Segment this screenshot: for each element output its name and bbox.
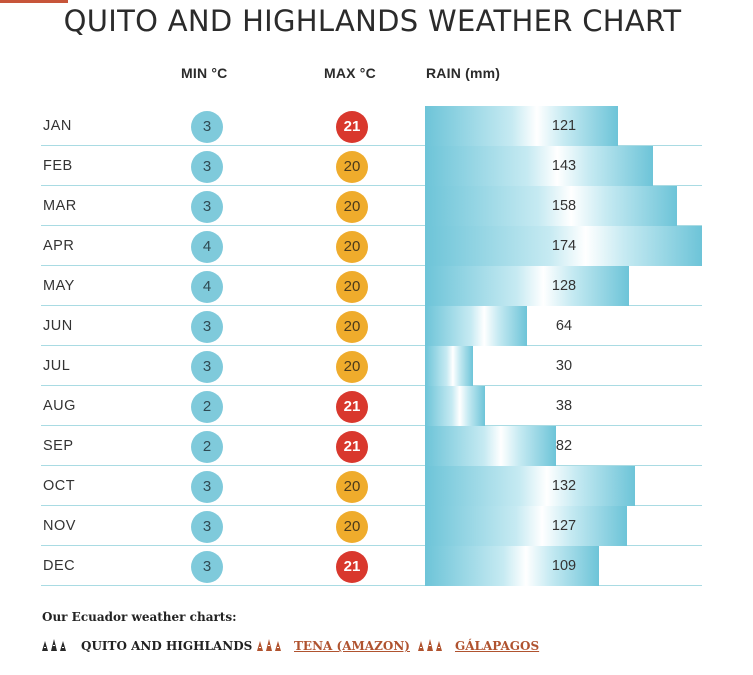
max-temp-badge: 21	[336, 111, 368, 143]
rain-bar	[425, 106, 618, 146]
table-row: OCT 3 20 132	[41, 466, 702, 506]
min-temp-badge: 3	[191, 111, 223, 143]
max-temp-badge: 21	[336, 391, 368, 423]
max-temp-badge: 20	[336, 231, 368, 263]
max-temp-badge: 20	[336, 311, 368, 343]
max-temp-badge: 20	[336, 271, 368, 303]
link-galapagos[interactable]: GÁLAPAGOS	[455, 639, 540, 653]
table-row: JUN 3 20 64	[41, 306, 702, 346]
mountain-icon	[418, 639, 442, 651]
min-temp-badge: 3	[191, 471, 223, 503]
max-temp-badge: 20	[336, 471, 368, 503]
link-quito[interactable]: QUITO AND HIGHLANDS	[81, 639, 253, 653]
table-row: AUG 2 21 38	[41, 386, 702, 426]
table-row: NOV 3 20 127	[41, 506, 702, 546]
link-tena[interactable]: TENA (AMAZON)	[294, 639, 410, 653]
month-label: OCT	[43, 478, 76, 494]
page-title: QUITO AND HIGHLANDS WEATHER CHART	[63, 4, 682, 38]
header-max: MAX °C	[324, 65, 376, 81]
rain-bar	[425, 266, 629, 306]
min-temp-badge: 3	[191, 351, 223, 383]
min-temp-badge: 3	[191, 311, 223, 343]
table-row: MAR 3 20 158	[41, 186, 702, 226]
table-row: JAN 3 21 121	[41, 106, 702, 146]
rain-value: 127	[551, 518, 577, 534]
table-row: SEP 2 21 82	[41, 426, 702, 466]
rain-value: 64	[555, 318, 573, 334]
rain-bar	[425, 306, 527, 346]
rain-bar	[425, 146, 653, 186]
rain-value: 82	[555, 438, 573, 454]
weather-table: JAN 3 21 121 FEB 3 20 143 MAR 3 20 158 APR 4 20 174 MAY 4…	[41, 106, 702, 586]
month-label: MAY	[43, 278, 75, 294]
min-temp-badge: 2	[191, 391, 223, 423]
max-temp-badge: 20	[336, 511, 368, 543]
month-label: AUG	[43, 398, 76, 414]
month-label: JUL	[43, 358, 71, 374]
rain-value: 109	[551, 558, 577, 574]
table-row: APR 4 20 174	[41, 226, 702, 266]
max-temp-badge: 21	[336, 431, 368, 463]
month-label: NOV	[43, 518, 76, 534]
rain-value: 30	[555, 358, 573, 374]
min-temp-badge: 4	[191, 231, 223, 263]
rain-bar	[425, 426, 556, 466]
rain-bar	[425, 186, 677, 226]
rain-bar	[425, 226, 702, 266]
month-label: MAR	[43, 198, 77, 214]
rain-value: 132	[551, 478, 577, 494]
month-label: DEC	[43, 558, 76, 574]
table-row: DEC 3 21 109	[41, 546, 702, 586]
rain-value: 158	[551, 198, 577, 214]
min-temp-badge: 3	[191, 191, 223, 223]
mountain-icon	[42, 639, 66, 651]
rain-value: 128	[551, 278, 577, 294]
table-row: FEB 3 20 143	[41, 146, 702, 186]
min-temp-badge: 3	[191, 511, 223, 543]
min-temp-badge: 2	[191, 431, 223, 463]
month-label: JAN	[43, 118, 72, 134]
min-temp-badge: 3	[191, 151, 223, 183]
footer-label: Our Ecuador weather charts:	[42, 610, 237, 624]
max-temp-badge: 20	[336, 351, 368, 383]
month-label: SEP	[43, 438, 74, 454]
table-row: JUL 3 20 30	[41, 346, 702, 386]
rain-value: 174	[551, 238, 577, 254]
max-temp-badge: 20	[336, 191, 368, 223]
top-accent-bar	[0, 0, 68, 3]
rain-value: 143	[551, 158, 577, 174]
table-row: MAY 4 20 128	[41, 266, 702, 306]
rain-value: 121	[551, 118, 577, 134]
min-temp-badge: 4	[191, 271, 223, 303]
mountain-icon	[257, 639, 281, 651]
rain-bar	[425, 546, 599, 586]
month-label: APR	[43, 238, 75, 254]
rain-bar	[425, 346, 473, 386]
header-min: MIN °C	[181, 65, 228, 81]
rain-bar	[425, 466, 636, 506]
rain-value: 38	[555, 398, 573, 414]
month-label: FEB	[43, 158, 73, 174]
header-rain: RAIN (mm)	[426, 65, 501, 81]
max-temp-badge: 21	[336, 551, 368, 583]
rain-bar	[425, 386, 486, 426]
rain-bar	[425, 506, 628, 546]
max-temp-badge: 20	[336, 151, 368, 183]
min-temp-badge: 3	[191, 551, 223, 583]
month-label: JUN	[43, 318, 73, 334]
